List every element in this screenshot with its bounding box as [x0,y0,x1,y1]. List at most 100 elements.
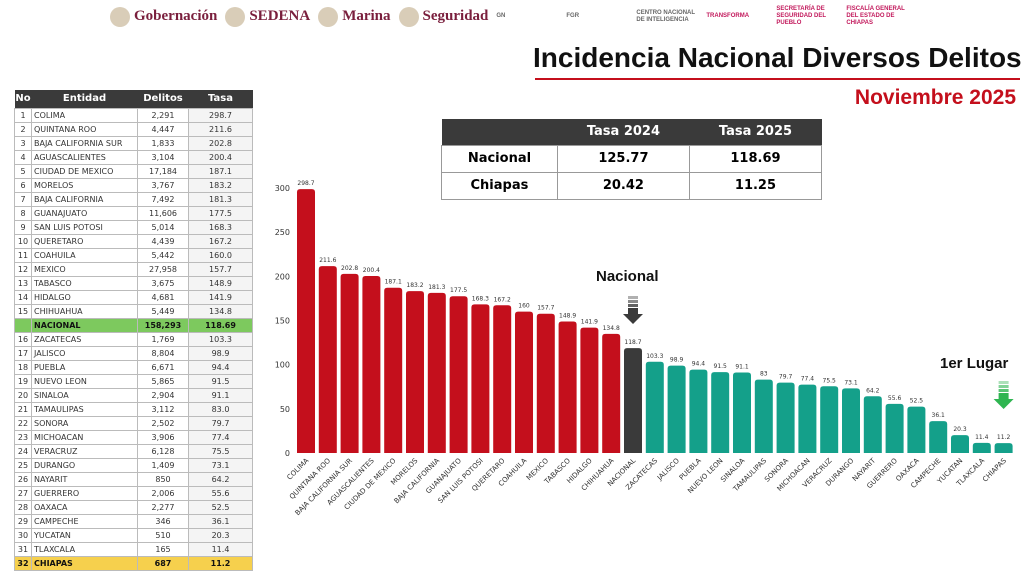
seal-icon [398,6,419,27]
bar [907,406,926,453]
col-header: No [14,90,32,108]
cell: 211.6 [188,121,253,137]
data-label: 94.4 [692,361,706,368]
bar [667,365,686,453]
first-place-arrow-icon-stripe [998,381,1009,384]
first-place-annotation: 1er Lugar [940,355,1009,372]
data-label: 118.7 [624,339,641,346]
data-label: 11.4 [975,434,989,441]
cell: 32 [14,555,32,572]
logo: SEDENA [225,6,311,27]
col-header: Entidad [31,90,138,108]
cell: 91.1 [188,387,253,403]
logo: FISCALÍA GENERAL DEL ESTADO DE CHIAPAS [846,6,908,27]
col-header: Tasa 2024 [557,119,690,145]
bar [645,361,664,453]
table-row: Nacional 125.77 118.69 [441,144,823,173]
bar [776,382,795,453]
cell: 141.9 [188,289,253,305]
table-row: 15 CHIHUAHUA 5,449 134.8 [14,303,253,319]
first-place-arrow-icon [993,393,1014,409]
bar [733,372,751,453]
ranking-table: No Entidad Delitos Tasa 1 COLIMA 2,291 298.… [14,90,253,572]
table-row: 19 NUEVO LEON 5,865 91.5 [14,373,253,389]
table-row: NACIONAL 158,293 118.69 [14,317,253,333]
y-tick-label: 150 [275,317,290,326]
col-header: Tasa [188,90,253,108]
table-row: 2 QUINTANA ROO 4,447 211.6 [14,121,253,137]
data-label: 75.5 [823,377,837,384]
data-label: 36.1 [932,412,946,419]
table-row: 9 SAN LUIS POTOSI 5,014 168.3 [14,219,253,235]
title-divider [535,78,1020,80]
logo-text: SEDENA [249,8,311,24]
y-tick-label: 0 [285,449,290,458]
bar [580,327,599,453]
logo-text: TRANSFORMA [706,13,750,19]
cell: 36.1 [188,513,253,529]
y-tick-label: 250 [275,228,290,237]
table-row: 12 MEXICO 27,958 157.7 [14,261,253,277]
table-row: 28 OAXACA 2,277 52.5 [14,499,253,515]
bar [493,305,512,453]
bar [863,396,882,453]
cell: 103.3 [188,331,253,347]
y-tick-label: 50 [280,405,290,414]
seal-icon [318,6,339,27]
data-label: 64.2 [866,387,880,394]
logo: SECRETARÍA DE SEGURIDAD DEL PUEBLO [776,6,838,27]
cell: 98.9 [188,345,253,361]
logo-text: Marina [342,8,391,24]
bar [558,321,577,453]
cell: 118.69 [688,144,823,173]
cell: 11.2 [188,555,253,572]
data-label: 211.6 [319,257,336,264]
cell: 52.5 [188,499,253,515]
cell: 298.7 [188,107,253,123]
data-label: 187.1 [385,279,402,286]
table-row: 6 MORELOS 3,767 183.2 [14,177,253,193]
logo-text: Seguridad [422,8,489,24]
page-title: Incidencia Nacional Diversos Delitos [533,42,1022,73]
data-label: 148.9 [559,312,576,319]
data-label: 202.8 [341,265,358,272]
seal-icon [110,6,130,27]
first-place-arrow-icon-stripe [998,385,1009,388]
bar [972,442,991,453]
table-row: 26 NAYARIT 850 64.2 [14,471,253,487]
y-tick-label: 100 [275,361,290,370]
logo-text: FGR [566,13,580,19]
nacional-arrow-icon-stripe [628,304,638,307]
data-label: 167.2 [494,296,511,303]
data-label: 55.6 [888,395,902,402]
bar [820,386,839,453]
bar [340,273,359,453]
cell: 73.1 [188,457,253,473]
col-header [441,119,558,145]
data-label: 200.4 [363,267,380,274]
table-row: 17 JALISCO 8,804 98.9 [14,345,253,361]
data-label: 183.2 [406,282,423,289]
table-row: 30 YUCATAN 510 20.3 [14,527,253,543]
data-label: 168.3 [472,295,489,302]
data-label: 11.2 [997,434,1011,441]
bar [384,287,403,453]
data-label: 98.9 [670,357,684,364]
logo: TRANSFORMA [706,13,768,20]
data-label: 83 [760,371,768,378]
bar [754,379,773,453]
table-row: 5 CIUDAD DE MEXICO 17,184 187.1 [14,163,253,179]
table-row: Chiapas 20.42 11.25 [441,171,823,200]
cell: 187.1 [188,163,253,179]
bar [406,291,424,453]
data-label: 73.1 [844,379,858,386]
data-label: 298.7 [297,180,314,187]
bar [297,189,315,454]
bar [842,388,860,453]
page-subtitle: Noviembre 2025 [854,86,1016,109]
col-header: Tasa 2025 [689,119,822,145]
data-label: 141.9 [581,319,598,326]
logo-text: SECRETARÍA DE SEGURIDAD DEL PUEBLO [776,6,826,26]
data-label: 52.5 [910,398,924,405]
logo-text: FISCALÍA GENERAL DEL ESTADO DE CHIAPAS [846,6,905,26]
